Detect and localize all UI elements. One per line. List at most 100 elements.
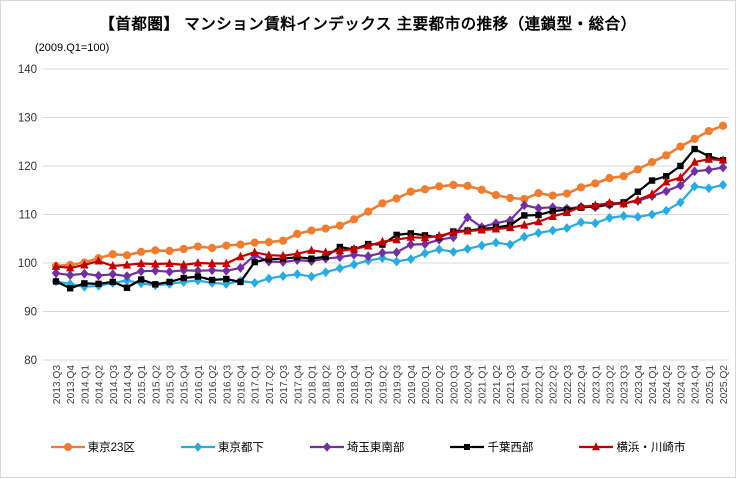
x-axis-tick-label: 2018.Q3: [336, 365, 347, 404]
x-axis-tick-label: 2013.Q3: [52, 365, 63, 404]
x-axis-tick-label: 2023.Q2: [605, 365, 616, 404]
data-point-marker: [52, 278, 60, 285]
data-point-marker: [718, 155, 728, 164]
data-point-marker: [406, 187, 415, 196]
data-point-marker: [691, 145, 698, 153]
legend-item-tokyo-23ku: 東京23区: [50, 439, 135, 455]
data-point-marker: [704, 154, 714, 163]
x-axis-tick-label: 2021.Q3: [506, 365, 517, 404]
data-point-marker: [505, 215, 515, 226]
data-point-marker: [534, 189, 543, 198]
data-point-marker: [535, 211, 542, 219]
data-point-marker: [704, 126, 713, 136]
data-point-marker: [420, 185, 430, 194]
y-axis-tick-label: 130: [18, 113, 37, 125]
data-point-marker: [321, 224, 330, 233]
data-point-marker: [108, 269, 117, 280]
data-point-marker: [592, 442, 601, 451]
data-point-marker: [676, 142, 685, 151]
data-point-marker: [647, 189, 657, 198]
legend-swatch-diamond-icon: [309, 442, 344, 452]
data-point-marker: [534, 203, 543, 214]
data-point-marker: [520, 200, 529, 211]
data-point-marker: [663, 172, 670, 180]
data-point-marker: [449, 227, 458, 236]
x-axis-tick-label: 2025.Q1: [705, 365, 716, 404]
data-point-marker: [335, 245, 345, 255]
data-point-marker: [576, 201, 586, 211]
data-point-marker: [506, 193, 515, 203]
data-point-marker: [122, 271, 132, 281]
data-point-marker: [491, 191, 501, 200]
legend-label: 千葉西部: [487, 442, 534, 454]
data-point-marker: [605, 212, 614, 223]
data-point-marker: [676, 197, 685, 208]
data-point-marker: [662, 205, 671, 216]
x-axis-tick-label: 2021.Q4: [520, 365, 531, 404]
data-point-marker: [293, 229, 302, 238]
data-point-marker: [109, 278, 116, 286]
x-axis-tick-label: 2015.Q2: [151, 365, 162, 404]
data-point-marker: [392, 256, 401, 267]
legend-label: 横浜・川崎市: [616, 442, 686, 454]
x-axis-tick-label: 2017.Q3: [279, 365, 290, 404]
x-axis-tick-label: 2014.Q1: [80, 365, 91, 404]
x-axis-tick-label: 2015.Q1: [137, 365, 148, 404]
data-point-marker: [66, 285, 74, 292]
data-point-marker: [647, 158, 657, 167]
data-point-marker: [236, 262, 245, 273]
data-point-marker: [520, 194, 529, 204]
data-point-marker: [420, 232, 430, 242]
x-axis-tick-label: 2021.Q1: [478, 365, 489, 404]
data-point-marker: [549, 207, 556, 215]
data-point-marker: [151, 259, 160, 268]
data-point-marker: [65, 262, 75, 272]
legend-swatch-square-icon: [450, 444, 485, 450]
x-axis-tick-label: 2022.Q2: [549, 365, 560, 404]
data-point-marker: [222, 265, 231, 276]
data-point-marker: [251, 258, 258, 266]
y-axis-tick-label: 80: [24, 355, 37, 367]
data-point-marker: [250, 247, 259, 256]
data-point-marker: [208, 276, 216, 284]
data-point-marker: [505, 222, 515, 232]
data-point-marker: [690, 181, 699, 192]
data-point-marker: [136, 266, 146, 277]
data-point-marker: [194, 273, 202, 280]
data-point-marker: [122, 251, 132, 260]
data-point-marker: [349, 215, 359, 224]
data-point-marker: [718, 180, 728, 190]
data-point-marker: [463, 212, 472, 223]
x-axis-tick-label: 2019.Q3: [393, 365, 404, 404]
x-axis-tick-label: 2024.Q4: [691, 365, 702, 404]
data-point-marker: [137, 247, 146, 256]
legend-label: 埼玉東南部: [346, 442, 405, 454]
data-point-marker: [81, 280, 88, 287]
data-point-marker: [718, 162, 728, 173]
data-point-marker: [634, 188, 642, 195]
data-point-marker: [236, 251, 245, 261]
data-point-marker: [534, 228, 543, 238]
data-point-marker: [123, 284, 131, 291]
data-point-marker: [392, 234, 401, 244]
y-axis-tick-label: 140: [18, 64, 37, 76]
data-point-marker: [406, 239, 415, 250]
data-point-marker: [335, 221, 344, 230]
data-point-marker: [335, 263, 345, 274]
data-point-marker: [676, 180, 685, 191]
x-axis-tick-label: 2015.Q3: [166, 365, 177, 404]
data-point-marker: [264, 238, 273, 247]
data-point-marker: [562, 223, 572, 233]
data-point-marker: [605, 174, 614, 183]
data-point-marker: [718, 121, 728, 130]
data-point-marker: [137, 276, 145, 283]
data-point-marker: [633, 195, 643, 204]
data-point-marker: [193, 258, 203, 267]
x-axis-tick-label: 2024.Q1: [648, 365, 659, 404]
data-point-marker: [208, 243, 217, 253]
data-point-marker: [151, 265, 160, 276]
x-axis-tick-label: 2014.Q2: [95, 365, 106, 404]
x-axis-tick-label: 2019.Q1: [364, 365, 375, 404]
data-point-marker: [193, 442, 202, 452]
